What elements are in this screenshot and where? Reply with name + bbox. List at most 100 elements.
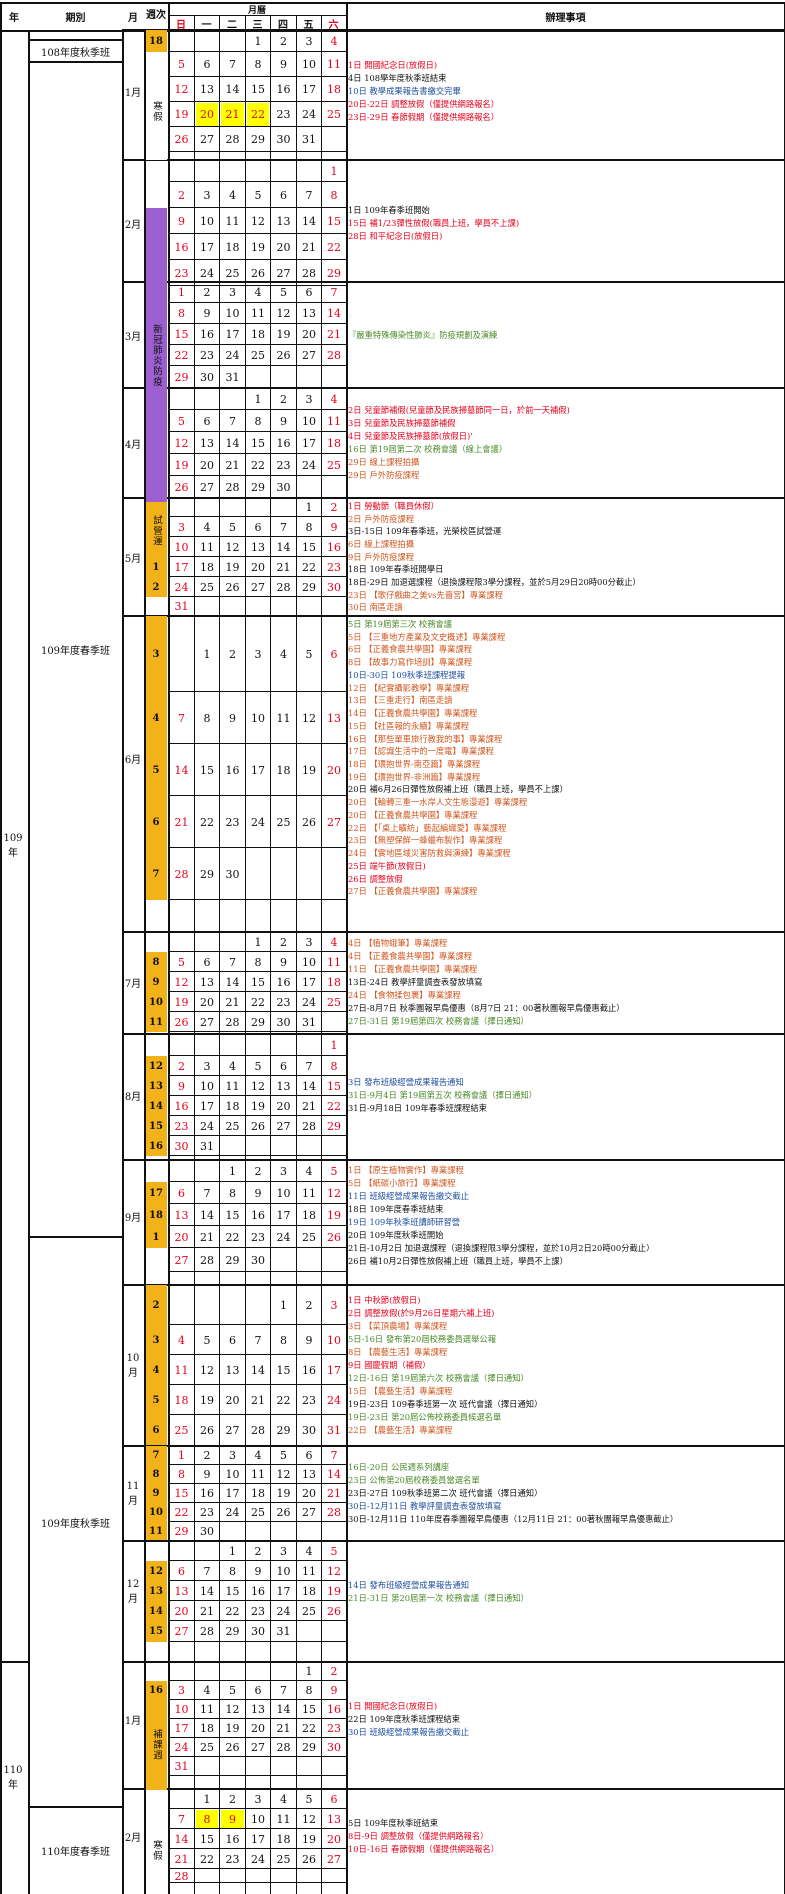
week-divider [168,1011,346,1012]
calendar-day: 3 [229,1449,236,1462]
calendar-day: 23 [251,1604,265,1618]
event-item: 24日 【實地區域災害防救與演練】專業課程 [348,848,511,859]
calendar-day: 16 [276,436,291,450]
calendar-day: 28 [174,1870,189,1882]
week-divider [168,1354,346,1355]
calendar-day: 30 [276,1015,291,1029]
event-item: 4日 兒童節及民族掃墓節(放假日)' [348,431,473,441]
event-item: 19日-23日 第20屆公佈校務委員候選名單 [348,1412,502,1422]
calendar-day: 31 [200,1139,214,1153]
week-divider [168,556,346,557]
calendar-day: 25 [200,1741,214,1754]
calendar-day: 12 [174,975,189,989]
calendar-day: 28 [276,580,291,594]
calendar-day: 2 [254,1164,262,1178]
calendar-day: 7 [178,711,185,725]
calendar-day: 15 [174,328,189,341]
calendar-day: 27 [302,1506,316,1519]
calendar-day: 11 [327,955,341,969]
week-number: 13 [145,1076,167,1096]
calendar-day: 20 [276,1099,291,1113]
rule [168,15,346,16]
calendar-day: 14 [276,540,291,554]
week-divider [168,743,346,744]
calendar-day: 10 [302,955,316,969]
calendar-day: 20 [327,1832,341,1846]
month-divider [122,615,785,617]
calendar-day: 16 [276,975,291,989]
calendar-day: 10 [251,1812,265,1826]
calendar-day: 26 [276,1506,291,1519]
calendar-day: 23 [174,266,189,280]
calendar-day: 21 [225,995,240,1009]
calendar-day: 13 [200,975,214,989]
calendar-day: 7 [203,1564,211,1578]
calendar-day: 5 [229,520,236,534]
week-number: 8 [145,952,167,972]
calendar-day: 4 [203,520,211,534]
calendar-day: 21 [200,1230,214,1244]
calendar-day: 8 [254,955,262,969]
calendar-day: 7 [203,1186,211,1200]
calendar-day: 20 [225,1393,240,1407]
calendar-day: 7 [280,520,287,534]
calendar-day: 14 [174,1832,189,1846]
week-number: 7 [145,1446,167,1465]
calendar-day: 12 [225,540,240,554]
calendar-day: 18 [276,1832,291,1846]
calendar-day: 6 [305,1449,313,1462]
calendar-day: 9 [178,1079,185,1093]
calendar-day: 24 [251,1852,265,1866]
calendar-day: 31 [327,1424,341,1437]
calendar-day: 3 [305,935,313,949]
calendar-day: 8 [254,414,262,428]
calendar-day: 21 [200,1604,214,1618]
calendar-day: 25 [276,815,291,829]
calendar-day: 8 [178,307,185,320]
week-number: 7 [145,848,167,900]
calendar-day: 11 [302,1564,316,1578]
rule [0,30,785,32]
event-item: 2日 兒童節補假(兒童節及民族掃墓節同一日，於前一天補假) [348,405,570,415]
calendar-day: 2 [305,1298,313,1312]
calendar-day: 6 [254,1684,262,1697]
event-item: 30日 班級經營成果報告繳交截止 [348,1726,470,1737]
calendar-day: 7 [229,414,236,428]
week-divider [168,1680,346,1681]
event-item: 9日 戶外防疫課程 [348,551,414,562]
calendar-day: 9 [254,1186,262,1200]
calendar-day: 30 [251,1625,265,1638]
calendar-day: 19 [276,1487,291,1500]
week-divider [168,1095,346,1096]
week-divider [168,1135,346,1136]
calendar-day: 30 [200,1525,214,1538]
calendar-day: 13 [251,540,265,554]
calendar-day: 9 [203,1468,211,1481]
calendar-day: 6 [178,1186,185,1200]
calendar-day: 12 [225,1703,240,1716]
event-item: 22日 【農藝生活】專業課程 [348,1425,453,1435]
week-divider [168,51,346,52]
event-item: 18日 109年度春季班結束 [348,1204,444,1214]
calendar-day: 27 [327,1852,341,1866]
calendar-day: 14 [251,1363,265,1377]
calendar-day: 29 [200,867,214,881]
calendar-day: 10 [200,1079,214,1093]
calendar-day: 12 [174,436,189,450]
week-number: 3 [145,616,167,692]
calendar-day: 27 [225,1424,240,1437]
calendar-day: 2 [203,1449,211,1462]
calendar-day: 16 [302,1363,316,1377]
calendar-day: 3 [178,520,185,534]
week-divider [168,1718,346,1719]
day-rule [296,15,297,1894]
header-month: 月 [128,12,138,24]
week-divider [168,1775,346,1776]
calendar-day: 8 [254,58,262,71]
calendar-day: 2 [229,1792,236,1806]
week-divider [168,126,346,127]
week-number: 4 [145,692,167,744]
event-item: 31日-9月4日 第19屆第五次 校務會議（擇日通知） [348,1089,538,1100]
calendar-day: 15 [225,1208,240,1222]
